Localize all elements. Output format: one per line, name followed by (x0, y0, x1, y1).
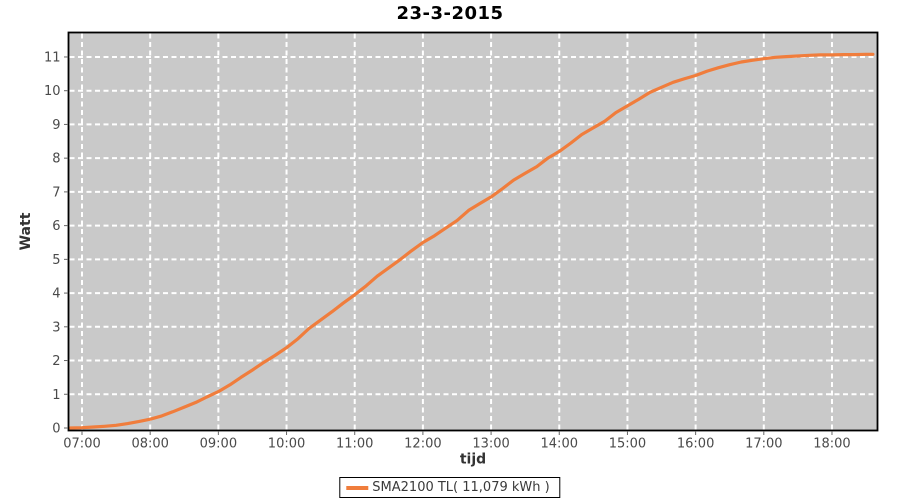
x-tick-label: 17:00 (745, 437, 782, 452)
series-line (68, 52, 875, 430)
plot-background (68, 32, 878, 431)
x-tick-label: 11:00 (336, 437, 373, 452)
y-tick-label: 2 (52, 354, 60, 369)
legend-line-swatch (346, 485, 369, 490)
y-tick-label: 1 (52, 388, 60, 403)
x-tick-label: 08:00 (131, 437, 168, 452)
y-tick-label: 3 (52, 320, 60, 335)
plot-border (67, 31, 879, 432)
y-tick-label: 8 (52, 152, 60, 167)
chart-title: 23-3-2015 (396, 3, 504, 24)
y-tick-label: 6 (52, 219, 60, 234)
x-tick-label: 15:00 (609, 437, 646, 452)
y-tick-label: 11 (44, 50, 61, 65)
x-tick-label: 09:00 (200, 437, 237, 452)
y-tick-label: 10 (44, 84, 61, 99)
y-tick-label: 0 (52, 422, 60, 437)
x-tick-label: 07:00 (63, 437, 100, 452)
x-axis-title: tijd (460, 452, 486, 468)
x-tick-label: 18:00 (813, 437, 850, 452)
x-tick-label: 14:00 (541, 437, 578, 452)
y-tick-label: 5 (52, 253, 60, 268)
y-tick-label: 7 (52, 185, 60, 200)
x-tick-label: 16:00 (677, 437, 714, 452)
y-tick-label: 4 (52, 287, 60, 302)
x-tick-label: 12:00 (404, 437, 441, 452)
x-tick-label: 13:00 (472, 437, 509, 452)
legend-label: SMA2100 TL( 11,079 kWh ) (372, 480, 550, 495)
x-tick-label: 10:00 (268, 437, 305, 452)
y-axis-title: Watt (18, 212, 34, 250)
legend: SMA2100 TL( 11,079 kWh ) (339, 477, 561, 498)
y-tick-label: 9 (52, 118, 60, 133)
